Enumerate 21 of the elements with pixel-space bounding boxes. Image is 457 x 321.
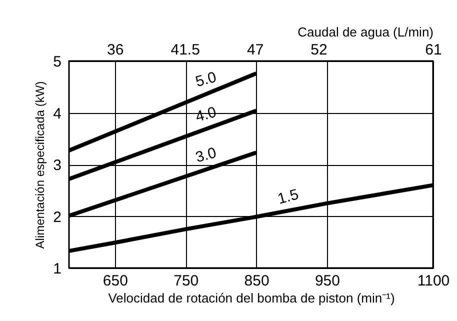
text: 3.0: [194, 144, 218, 166]
text: 5.0: [194, 68, 218, 91]
y-tick-label: 1: [53, 260, 62, 278]
x-tick-label: 1100: [417, 272, 450, 290]
y-tick-label: 5: [53, 54, 62, 70]
x2-tick-label: 61: [425, 42, 442, 58]
y-tick-label: 3: [53, 157, 62, 174]
x-tick-label: 650: [102, 272, 128, 290]
text: 1.5: [276, 186, 300, 208]
y-tick-label: 4: [53, 105, 62, 122]
x2-tick-label: 36: [106, 42, 124, 58]
x2-tick-label: 52: [310, 42, 328, 58]
y-tick-label: 2: [53, 208, 62, 226]
x2-tick-label: 41.5: [170, 42, 200, 58]
x-tick-label: 750: [174, 272, 199, 290]
x2-tick-label: 47: [246, 42, 264, 58]
x-tick-label: 850: [244, 272, 270, 290]
x2-axis-title: Caudal de agua (L/min): [298, 24, 434, 40]
y-axis-title: Alimentación especificada (kW): [33, 81, 48, 249]
x-axis-title: Velocidad de rotación del bomba de piston (min⁻¹): [108, 290, 395, 306]
x-tick-label: 950: [314, 272, 340, 290]
